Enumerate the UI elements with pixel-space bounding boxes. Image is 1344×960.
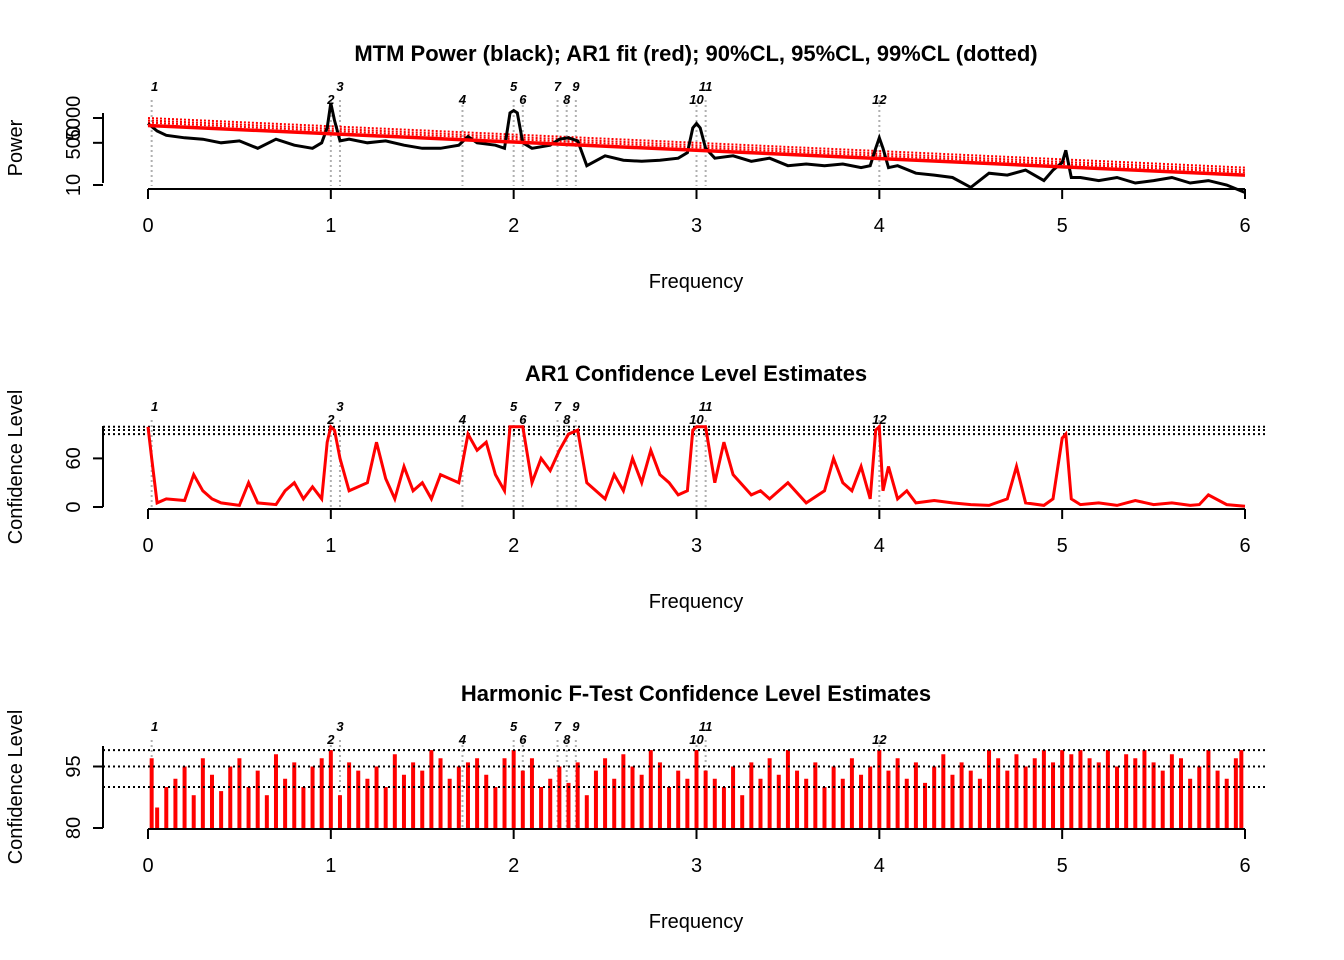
power-peak-label: 8 bbox=[563, 92, 571, 107]
ar1-peak-label: 1 bbox=[151, 399, 158, 414]
power-x-tick-label: 5 bbox=[1057, 215, 1068, 237]
ftest-peak-label: 3 bbox=[336, 719, 344, 734]
ar1-x-axis: 0 1 2 3 4 5 6 bbox=[142, 508, 1251, 557]
ftest-peak-label: 10 bbox=[689, 732, 704, 747]
ftest-x-axis-label: Frequency bbox=[649, 911, 744, 933]
power-peak-label: 1 bbox=[151, 79, 158, 94]
ftest-peak-label: 6 bbox=[519, 732, 527, 747]
power-confidence-band bbox=[147, 117, 1246, 169]
ar1-peak-label: 10 bbox=[689, 412, 704, 427]
ftest-y-axis: 80 95 bbox=[63, 746, 104, 839]
ftest-x-axis: 0 1 2 3 4 5 6 bbox=[142, 828, 1251, 877]
power-peak-label: 5 bbox=[510, 79, 518, 94]
ftest-x-tick-label: 0 bbox=[142, 855, 153, 877]
ftest-x-tick-label: 4 bbox=[874, 855, 885, 877]
ftest-peak-label: 8 bbox=[563, 732, 571, 747]
ar1-peak-label: 12 bbox=[872, 412, 887, 427]
power-y-axis-label: Power bbox=[5, 119, 27, 176]
ftest-peak-label: 1 bbox=[151, 719, 158, 734]
power-x-axis: 0 1 2 3 4 5 6 bbox=[142, 188, 1251, 237]
ar1-x-tick-label: 1 bbox=[325, 535, 336, 557]
power-title: MTM Power (black); AR1 fit (red); 90%CL,… bbox=[354, 41, 1037, 66]
ftest-reference-lines bbox=[103, 749, 1265, 788]
ar1-y-tick-label: 0 bbox=[63, 501, 85, 512]
power-x-tick-label: 0 bbox=[142, 215, 153, 237]
power-y-tick-label: 10 bbox=[63, 174, 85, 196]
ftest-peak-label: 2 bbox=[326, 732, 335, 747]
power-x-tick-label: 4 bbox=[874, 215, 885, 237]
power-peak-label: 10 bbox=[689, 92, 704, 107]
ftest-panel: Harmonic F-Test Confidence Level Estimat… bbox=[5, 681, 1265, 933]
power-panel: MTM Power (black); AR1 fit (red); 90%CL,… bbox=[5, 41, 1251, 293]
power-peak-label: 12 bbox=[872, 92, 887, 107]
ftest-peak-label: 5 bbox=[510, 719, 518, 734]
ftest-peak-label: 11 bbox=[699, 719, 713, 734]
ftest-x-tick-label: 2 bbox=[508, 855, 519, 877]
power-confidence-bands bbox=[147, 117, 1246, 174]
power-peak-label: 6 bbox=[519, 92, 527, 107]
power-x-tick-label: 6 bbox=[1239, 215, 1250, 237]
power-peak-label: 9 bbox=[572, 79, 580, 94]
ar1-peak-label: 4 bbox=[458, 412, 467, 427]
ar1-peak-label: 5 bbox=[510, 399, 518, 414]
ar1-peak-label: 3 bbox=[336, 399, 344, 414]
ftest-y-tick-label: 95 bbox=[63, 755, 85, 777]
ftest-y-tick-label: 80 bbox=[63, 817, 85, 839]
ar1-fit-line bbox=[147, 123, 1246, 177]
ftest-peak-label: 9 bbox=[572, 719, 580, 734]
ftest-peak-label: 12 bbox=[872, 732, 887, 747]
power-y-tick-label: 5000 bbox=[63, 96, 85, 141]
ftest-title: Harmonic F-Test Confidence Level Estimat… bbox=[461, 681, 931, 706]
power-peak-label: 7 bbox=[554, 79, 562, 94]
ar1-peak-label: 7 bbox=[554, 399, 562, 414]
ar1-y-axis: 0 60 bbox=[63, 426, 104, 513]
ftest-bars bbox=[149, 750, 1244, 828]
ar1-x-tick-label: 4 bbox=[874, 535, 885, 557]
ar1-y-axis-label: Confidence Level bbox=[5, 390, 27, 545]
power-spectrum-line bbox=[147, 102, 1246, 194]
ar1-peak-label: 8 bbox=[563, 412, 571, 427]
ftest-x-tick-label: 5 bbox=[1057, 855, 1068, 877]
ar1-peak-label: 9 bbox=[572, 399, 580, 414]
ar1-peak-label: 6 bbox=[519, 412, 527, 427]
ar1-peak-label: 11 bbox=[699, 399, 713, 414]
power-peak-label: 2 bbox=[326, 92, 335, 107]
ar1-confidence-line bbox=[146, 423, 1246, 508]
ftest-x-tick-label: 1 bbox=[325, 855, 336, 877]
ar1-title: AR1 Confidence Level Estimates bbox=[525, 361, 867, 386]
ar1-x-tick-label: 2 bbox=[508, 535, 519, 557]
ar1-x-tick-label: 3 bbox=[691, 535, 702, 557]
power-x-axis-label: Frequency bbox=[649, 271, 744, 293]
ftest-y-axis-label: Confidence Level bbox=[5, 710, 27, 865]
ar1-y-tick-label: 60 bbox=[63, 447, 85, 469]
power-confidence-band bbox=[147, 121, 1246, 174]
power-confidence-band bbox=[147, 119, 1246, 172]
ar1-peak-markers bbox=[150, 420, 881, 508]
power-y-tick-label: 500 bbox=[63, 126, 85, 159]
power-x-tick-label: 3 bbox=[691, 215, 702, 237]
power-x-tick-label: 1 bbox=[325, 215, 336, 237]
power-peak-label: 3 bbox=[336, 79, 344, 94]
power-peak-label: 11 bbox=[699, 79, 713, 94]
ftest-peak-label: 7 bbox=[554, 719, 562, 734]
ar1-x-tick-label: 0 bbox=[142, 535, 153, 557]
power-peak-label: 4 bbox=[458, 92, 467, 107]
ftest-x-tick-label: 6 bbox=[1239, 855, 1250, 877]
ar1-x-tick-label: 6 bbox=[1239, 535, 1250, 557]
ar1-x-axis-label: Frequency bbox=[649, 591, 744, 613]
power-peak-markers bbox=[150, 100, 881, 186]
ftest-x-tick-label: 3 bbox=[691, 855, 702, 877]
ar1-reference-lines bbox=[103, 425, 1265, 436]
ar1-peak-label: 2 bbox=[326, 412, 335, 427]
ar1-x-tick-label: 5 bbox=[1057, 535, 1068, 557]
ftest-peak-label: 4 bbox=[458, 732, 467, 747]
power-x-tick-label: 2 bbox=[508, 215, 519, 237]
